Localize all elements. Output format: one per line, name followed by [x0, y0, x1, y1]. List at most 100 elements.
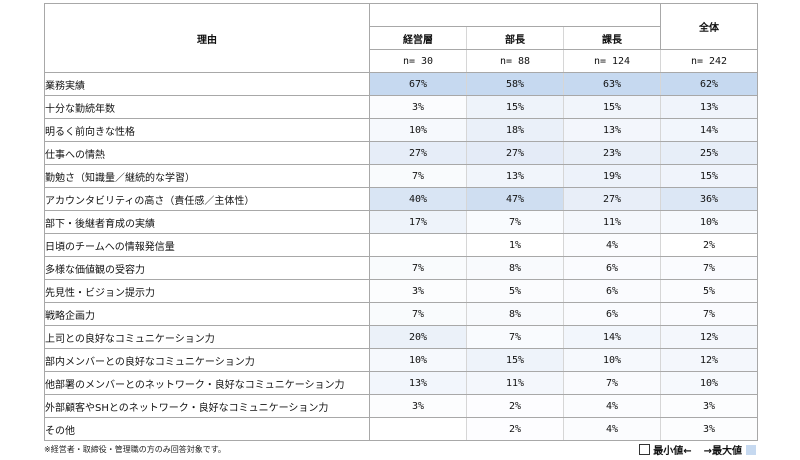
value-section-manager: 14% [562, 325, 662, 349]
survey-table: 理由 全体 経営層 部長 課長 n= 30 n= 88 n= 124 n= 24… [44, 3, 759, 441]
value-department-manager: 47% [466, 187, 564, 211]
min-color-swatch [639, 444, 651, 455]
value-section-manager: 13% [562, 118, 662, 142]
value-total: 62% [660, 72, 759, 96]
value-section-manager: 15% [562, 95, 662, 119]
value-section-manager: 4% [562, 394, 662, 418]
reason-cell: その他 [44, 417, 370, 441]
table-row: その他 2% 4% 3% [44, 417, 759, 441]
value-total: 10% [660, 210, 759, 234]
value-total: 7% [660, 302, 759, 326]
legend-max-label: →最大値 [703, 446, 742, 457]
group-header-section-manager: 課長 [562, 26, 662, 50]
value-department-manager: 58% [466, 72, 564, 96]
value-executive: 7% [369, 302, 467, 326]
value-executive: 17% [369, 210, 467, 234]
value-department-manager: 2% [466, 417, 564, 441]
table-row: 部内メンバーとの良好なコミュニケーション力 10% 15% 10% 12% [44, 348, 759, 372]
reason-cell: アカウンタビリティの高さ（責任感／主体性） [44, 187, 370, 211]
value-total: 3% [660, 417, 759, 441]
value-department-manager: 13% [466, 164, 564, 188]
reason-cell: 部下・後継者育成の実績 [44, 210, 370, 234]
value-executive: 3% [369, 279, 467, 303]
value-section-manager: 10% [562, 348, 662, 372]
table-row: 部下・後継者育成の実績 17% 7% 11% 10% [44, 210, 759, 234]
color-legend: 最小値← →最大値 [639, 442, 756, 457]
reason-cell: 明るく前向きな性格 [44, 118, 370, 142]
value-department-manager: 7% [466, 210, 564, 234]
group-header-blank [368, 3, 662, 27]
value-section-manager: 6% [562, 279, 662, 303]
value-executive: 10% [369, 118, 467, 142]
group-header-department-manager: 部長 [466, 26, 564, 50]
table-row: 上司との良好なコミュニケーション力 20% 7% 14% 12% [44, 325, 759, 349]
table-row: 戦略企画力 7% 8% 6% 7% [44, 302, 759, 326]
value-section-manager: 7% [562, 371, 662, 395]
table-row: 多様な価値観の受容力 7% 8% 6% 7% [44, 256, 759, 280]
value-section-manager: 4% [562, 417, 662, 441]
reason-cell: 上司との良好なコミュニケーション力 [44, 325, 370, 349]
value-total: 13% [660, 95, 759, 119]
reason-cell: 先見性・ビジョン提示力 [44, 279, 370, 303]
total-header: 全体 [660, 3, 759, 50]
reason-cell: 勤勉さ（知識量／継続的な学習） [44, 164, 370, 188]
value-total: 3% [660, 394, 759, 418]
value-executive: 67% [369, 72, 467, 96]
table-row: 明るく前向きな性格 10% 18% 13% 14% [44, 118, 759, 142]
value-executive: 3% [369, 394, 467, 418]
value-section-manager: 27% [562, 187, 662, 211]
value-total: 15% [660, 164, 759, 188]
value-executive: 27% [369, 141, 467, 165]
value-total: 7% [660, 256, 759, 280]
value-executive: 10% [369, 348, 467, 372]
value-department-manager: 15% [466, 348, 564, 372]
footnote: ※経営者・取締役・管理職の方のみ回答対象です。 [44, 445, 226, 454]
value-executive: 13% [369, 371, 467, 395]
value-department-manager: 1% [466, 233, 564, 257]
max-color-swatch [746, 444, 756, 455]
value-total: 25% [660, 141, 759, 165]
value-department-manager: 18% [466, 118, 564, 142]
reason-cell: 業務実績 [44, 72, 370, 96]
value-total: 14% [660, 118, 759, 142]
value-total: 5% [660, 279, 759, 303]
table-row: 仕事への情熱 27% 27% 23% 25% [44, 141, 759, 165]
table-row: アカウンタビリティの高さ（責任感／主体性） 40% 47% 27% 36% [44, 187, 759, 211]
reason-cell: 他部署のメンバーとのネットワーク・良好なコミュニケーション力 [44, 371, 370, 395]
reason-header: 理由 [44, 3, 370, 73]
table-row: 先見性・ビジョン提示力 3% 5% 6% 5% [44, 279, 759, 303]
value-department-manager: 7% [466, 325, 564, 349]
table-row: 十分な勤続年数 3% 15% 15% 13% [44, 95, 759, 119]
value-section-manager: 19% [562, 164, 662, 188]
value-section-manager: 63% [562, 72, 662, 96]
sample-size-executive: n= 30 [369, 49, 467, 73]
value-section-manager: 4% [562, 233, 662, 257]
value-department-manager: 15% [466, 95, 564, 119]
value-section-manager: 11% [562, 210, 662, 234]
reason-cell: 戦略企画力 [44, 302, 370, 326]
value-total: 36% [660, 187, 759, 211]
value-total: 12% [660, 348, 759, 372]
value-executive: 7% [369, 164, 467, 188]
reason-cell: 日頃のチームへの情報発信量 [44, 233, 370, 257]
value-executive: 3% [369, 95, 467, 119]
reason-cell: 部内メンバーとの良好なコミュニケーション力 [44, 348, 370, 372]
table-row: 他部署のメンバーとのネットワーク・良好なコミュニケーション力 13% 11% 7% 10… [44, 371, 759, 395]
value-executive [369, 417, 467, 441]
sample-size-department-manager: n= 88 [466, 49, 564, 73]
table-row: 外部顧客やSHとのネットワーク・良好なコミュニケーション力 3% 2% 4% 3% [44, 394, 759, 418]
value-department-manager: 2% [466, 394, 564, 418]
reason-cell: 仕事への情熱 [44, 141, 370, 165]
reason-cell: 十分な勤続年数 [44, 95, 370, 119]
reason-cell: 多様な価値観の受容力 [44, 256, 370, 280]
reason-cell: 外部顧客やSHとのネットワーク・良好なコミュニケーション力 [44, 394, 370, 418]
value-section-manager: 6% [562, 256, 662, 280]
table-row: 勤勉さ（知識量／継続的な学習） 7% 13% 19% 15% [44, 164, 759, 188]
value-executive: 40% [369, 187, 467, 211]
sample-size-section-manager: n= 124 [562, 49, 662, 73]
value-total: 10% [660, 371, 759, 395]
table-row: 日頃のチームへの情報発信量 1% 4% 2% [44, 233, 759, 257]
table-row: 業務実績 67% 58% 63% 62% [44, 72, 759, 96]
group-header-executive: 経営層 [369, 26, 467, 50]
sample-size-total: n= 242 [660, 49, 759, 73]
